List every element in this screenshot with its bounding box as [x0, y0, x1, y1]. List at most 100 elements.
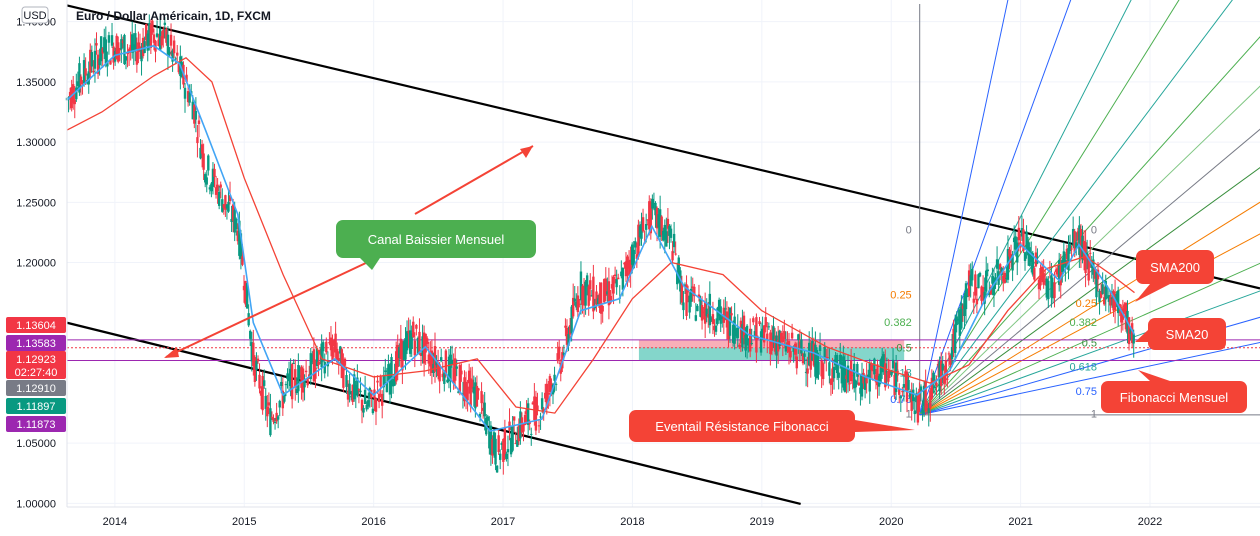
candle-body	[225, 204, 229, 209]
candle-body	[176, 52, 179, 56]
candle-body	[983, 291, 986, 304]
candle-body	[1087, 256, 1090, 281]
candle-body	[632, 249, 635, 269]
candle-body	[517, 425, 521, 442]
candle-body	[992, 278, 996, 296]
price-badge-label: 1.12923	[16, 354, 56, 366]
candle-body	[812, 343, 816, 366]
sma-lines	[66, 44, 1136, 432]
candle-body	[506, 449, 510, 453]
y-tick-label: 1.30000	[16, 137, 56, 149]
candle-body	[713, 326, 716, 331]
candle-body	[635, 254, 639, 259]
candle-body	[221, 199, 224, 212]
candle-body	[332, 340, 336, 347]
candle-body	[668, 225, 671, 236]
price-badge-label: 1.13583	[16, 338, 56, 350]
price-badge	[6, 317, 66, 333]
candle-body	[317, 361, 320, 366]
candle-body	[1127, 317, 1131, 345]
candle-body	[525, 409, 528, 415]
candle-body	[1005, 277, 1008, 280]
candle-body	[995, 259, 999, 269]
candle-body	[320, 343, 323, 368]
candle-body	[438, 364, 441, 382]
x-tick-label: 2022	[1138, 516, 1162, 528]
candle-body	[230, 218, 233, 223]
candle-body	[89, 49, 92, 73]
candle-body	[449, 354, 452, 382]
candle-body	[739, 320, 743, 344]
candle-body	[292, 362, 295, 364]
candle-body	[1085, 252, 1089, 258]
candle-body	[748, 328, 752, 352]
candle-body	[1008, 249, 1011, 257]
candle-body	[604, 278, 607, 296]
fib-level-label: 1	[906, 409, 912, 421]
candle-body	[581, 286, 584, 305]
candle-body	[245, 283, 249, 309]
candle-body	[219, 184, 222, 188]
candle-body	[210, 183, 213, 192]
arrow-head	[164, 347, 179, 358]
callout-tail	[1135, 330, 1148, 342]
candle-body	[714, 325, 718, 332]
candle-body	[298, 375, 302, 378]
candle-body	[769, 332, 772, 355]
candle-body	[640, 224, 643, 239]
candle-body	[539, 416, 542, 418]
candle-body	[107, 35, 111, 43]
candle-body	[194, 111, 198, 120]
candle-body	[1076, 231, 1080, 241]
candle-body	[203, 174, 207, 183]
candle-body	[935, 382, 938, 386]
candle-body	[730, 313, 733, 316]
candle-body	[676, 272, 679, 285]
candle-body	[1026, 241, 1030, 256]
candle-body	[818, 345, 822, 351]
candle-body	[75, 87, 78, 100]
candle-body	[357, 389, 361, 391]
candle-body	[171, 50, 174, 62]
fib-fan-ray	[919, 0, 1180, 416]
candle-body	[256, 358, 260, 362]
candle-body	[724, 308, 727, 310]
candle-body	[1070, 248, 1073, 250]
candle-body	[379, 376, 382, 387]
candle-body	[348, 383, 351, 395]
candle-body	[463, 377, 466, 402]
candle-body	[96, 54, 100, 74]
candle-body	[721, 316, 724, 319]
candle-body	[617, 277, 620, 280]
candle-body	[424, 333, 427, 353]
candle-body	[686, 291, 690, 293]
candle-body	[393, 373, 396, 386]
candle-body	[398, 346, 401, 359]
fib-level-label: 0.382	[884, 317, 912, 329]
candle-body	[132, 44, 135, 52]
candle-body	[848, 383, 851, 385]
candle-body	[926, 403, 929, 411]
candle-body	[613, 274, 617, 276]
candle-body	[666, 218, 670, 229]
fib-fan-ray	[919, 342, 1260, 416]
candle-body	[882, 354, 885, 369]
candle-body	[846, 365, 850, 383]
currency-badge[interactable]: USD	[23, 10, 46, 22]
candle-body	[457, 391, 460, 393]
candle-body	[311, 354, 314, 363]
candle-body	[998, 264, 1002, 270]
candle-body	[781, 336, 784, 343]
candle-body	[641, 217, 645, 232]
candle-body	[404, 338, 407, 360]
candle-body	[287, 374, 291, 382]
currency-badge-frame[interactable]	[21, 6, 49, 24]
candle-body	[351, 384, 354, 402]
candle-body	[418, 331, 421, 353]
arrow-head	[520, 146, 533, 158]
candle-body	[908, 390, 912, 399]
candle-body	[321, 342, 325, 352]
candle-body	[104, 39, 108, 64]
candle-body	[186, 91, 190, 103]
